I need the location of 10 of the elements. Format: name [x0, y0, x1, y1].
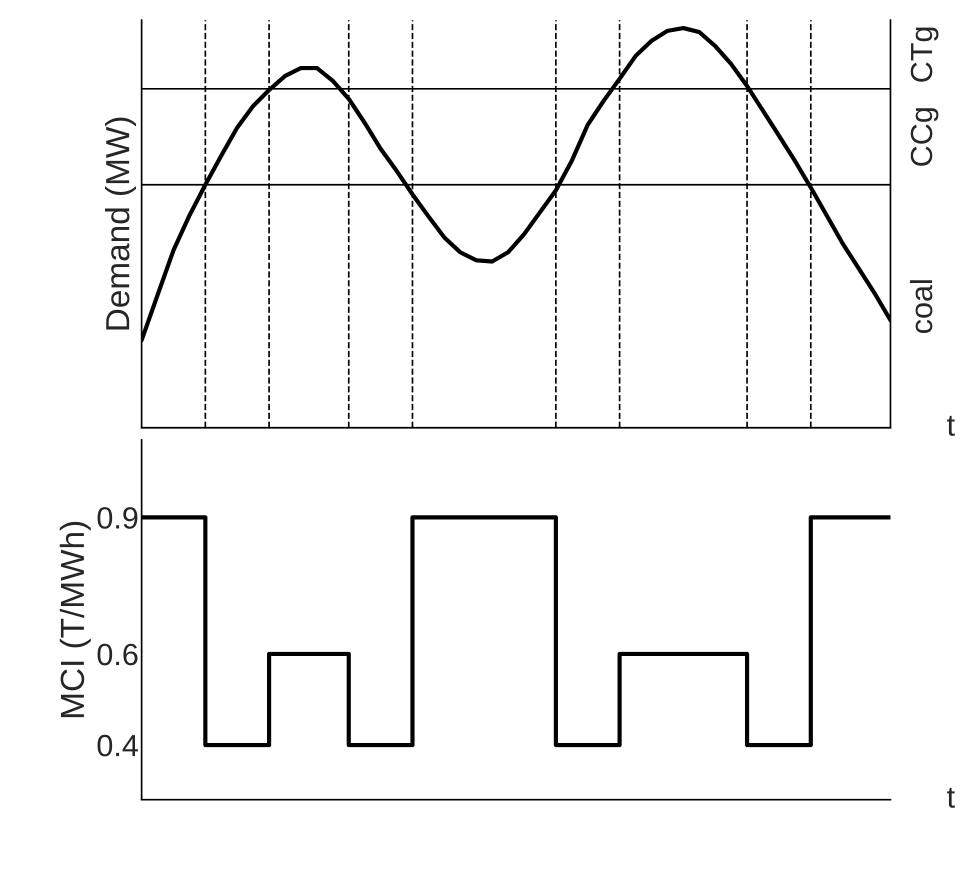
text: CTg	[910, 28, 938, 82]
x-axis-title: t	[947, 416, 955, 436]
y-tick-label: 0.6	[98, 644, 138, 666]
y-axis-title: MCI (T/MWh)	[60, 522, 91, 718]
x-axis-title: t	[947, 788, 955, 808]
y-tick-label: 0.9	[98, 507, 138, 529]
y-tick-label: 0.4	[98, 734, 138, 756]
y-axis-title: Demand (MW)	[104, 118, 136, 330]
text: CCg	[910, 108, 938, 166]
text: coal	[910, 280, 932, 333]
